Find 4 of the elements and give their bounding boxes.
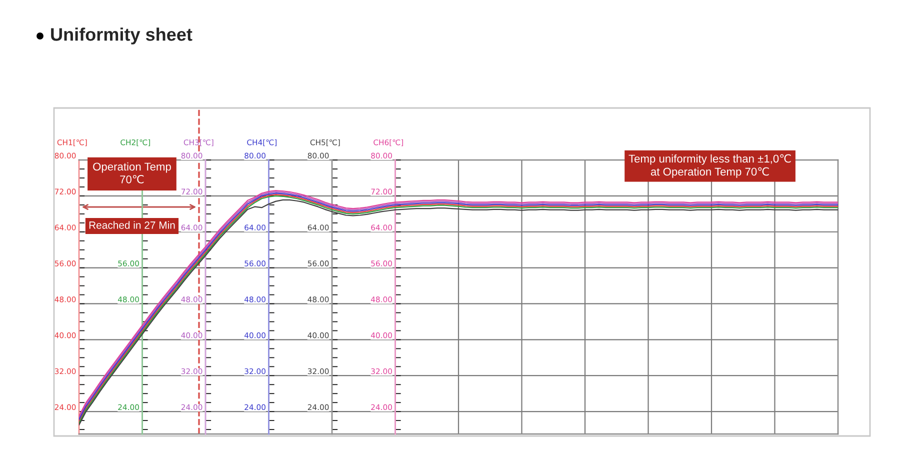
annotation: Operation Temp 70℃ — [93, 162, 171, 184]
annotation: Reached in 27 Min — [89, 221, 175, 229]
chart-title: Uniformity sheet — [51, 28, 192, 44]
annotation: Temp uniformity less than ±1,0℃ at Operation Temp 70℃ — [628, 154, 791, 178]
